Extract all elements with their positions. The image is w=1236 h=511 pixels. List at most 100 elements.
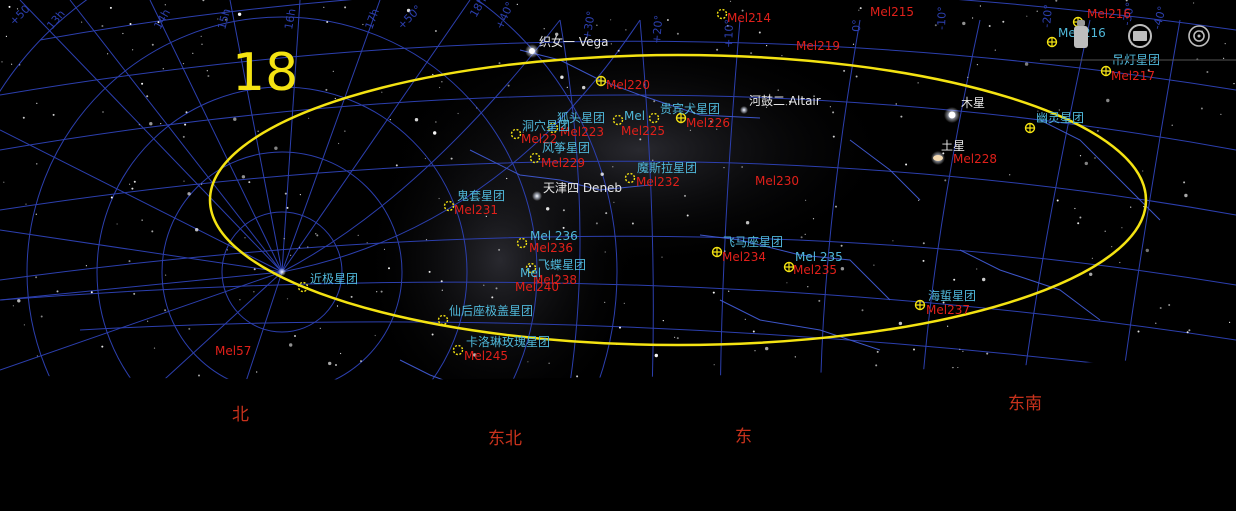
cluster-marker[interactable] [624, 172, 636, 184]
star [1229, 321, 1231, 323]
star [1115, 55, 1117, 57]
star [253, 291, 255, 293]
star [226, 249, 228, 251]
star [141, 219, 143, 221]
star [207, 75, 210, 77]
star [110, 196, 113, 199]
star [947, 325, 949, 327]
star [425, 239, 428, 241]
telescope-icon[interactable] [1074, 20, 1088, 48]
cluster-marker[interactable] [1024, 122, 1036, 134]
star [905, 163, 908, 166]
star [843, 69, 846, 72]
star [116, 223, 118, 225]
cluster-name-label: 近极星团 [310, 272, 358, 286]
star [202, 0, 205, 2]
cluster-marker[interactable] [437, 314, 449, 326]
star [374, 334, 376, 337]
star [713, 364, 715, 366]
cluster-marker[interactable] [297, 281, 309, 293]
cluster-marker[interactable] [612, 114, 624, 126]
star [1024, 62, 1029, 66]
star [433, 131, 437, 135]
star [395, 164, 398, 167]
dec-grid-label: +10° [722, 19, 736, 48]
star [146, 95, 149, 98]
oval-icon[interactable] [1128, 24, 1152, 48]
star [674, 336, 676, 338]
star [52, 113, 55, 116]
star [485, 215, 487, 217]
star [1188, 329, 1191, 332]
star [829, 106, 832, 108]
cluster-name-label: 风筝星团 [542, 140, 590, 155]
star [972, 17, 974, 19]
star [662, 320, 664, 322]
star [840, 244, 843, 247]
cluster-marker[interactable] [675, 112, 687, 124]
star [967, 76, 969, 78]
cardinal-labels: 北 东北 东 东南 [232, 394, 1042, 449]
cluster-marker[interactable] [516, 237, 528, 249]
dec-grid-label: +30° [580, 10, 598, 41]
star [994, 49, 996, 51]
cluster-id-label: Mel238 [533, 273, 577, 287]
star [183, 180, 185, 182]
star [789, 100, 791, 103]
cluster-id-label: Mel240 [515, 280, 559, 294]
star [22, 116, 25, 119]
star [1171, 124, 1173, 126]
star [5, 35, 7, 38]
cluster-id-label: Mel220 [606, 78, 650, 92]
cluster-marker[interactable] [711, 246, 723, 258]
star [160, 123, 162, 125]
cluster-marker[interactable] [510, 128, 522, 140]
star [529, 265, 531, 268]
cluster-marker[interactable] [648, 112, 660, 124]
star [693, 111, 695, 113]
cluster-marker[interactable] [783, 261, 795, 273]
star [133, 180, 136, 183]
star-field [1, 0, 1235, 380]
cluster-marker[interactable] [595, 75, 607, 87]
star [944, 179, 947, 182]
star [357, 234, 359, 236]
star [147, 320, 149, 322]
cluster-marker[interactable] [914, 299, 926, 311]
star [435, 121, 437, 123]
cluster-marker[interactable] [547, 122, 559, 134]
cluster-marker[interactable] [525, 262, 537, 274]
cluster-marker[interactable] [1100, 65, 1112, 77]
cluster-name-label: Mel 235 [795, 250, 843, 264]
star [652, 159, 654, 161]
star [35, 276, 38, 279]
cluster-marker[interactable] [452, 344, 464, 356]
star [380, 290, 383, 293]
cluster-id-label: Mel225 [621, 124, 665, 138]
star [182, 135, 185, 138]
target-icon[interactable] [1188, 25, 1210, 47]
polaris-star[interactable] [278, 268, 286, 276]
cluster-marker[interactable] [1046, 36, 1058, 48]
cluster-marker[interactable] [716, 8, 728, 20]
cluster-name-label: 幽灵星团 [1036, 111, 1084, 125]
star [754, 350, 756, 352]
star [1079, 155, 1082, 157]
star [388, 267, 390, 270]
star [723, 167, 725, 169]
deneb-star[interactable] [532, 191, 542, 201]
star [562, 226, 565, 229]
star [858, 9, 860, 11]
dec-grid-label: +50° [395, 3, 424, 32]
star [244, 237, 246, 239]
cluster-id-label: Mel214 [727, 11, 771, 25]
star [334, 97, 336, 100]
cluster-marker[interactable] [529, 152, 541, 164]
star [284, 192, 287, 195]
star [1125, 0, 1128, 2]
star [619, 326, 621, 329]
cluster-marker[interactable] [443, 200, 455, 212]
star [1077, 222, 1080, 225]
altair-star[interactable] [740, 106, 748, 114]
